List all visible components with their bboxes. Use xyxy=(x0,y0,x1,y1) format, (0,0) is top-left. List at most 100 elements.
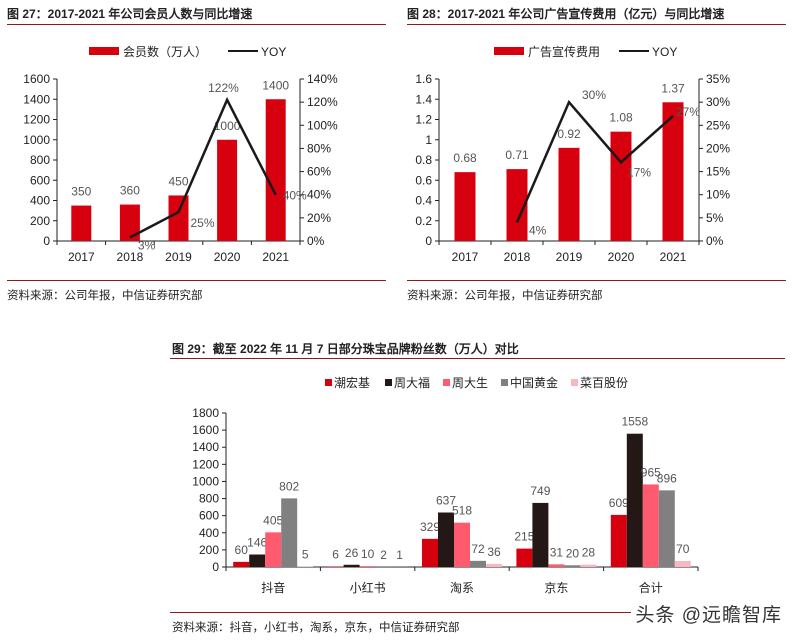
left-tick-label: 0 xyxy=(425,234,432,248)
bar xyxy=(506,169,528,241)
bar xyxy=(454,522,470,567)
legend-label: 菜百股份 xyxy=(580,376,628,390)
bar xyxy=(359,566,376,567)
x-category-label: 2018 xyxy=(117,250,144,264)
bar-value-label: 350 xyxy=(71,185,91,199)
y-tick-label: 200 xyxy=(199,543,219,557)
right-tick-label: 20% xyxy=(706,141,730,155)
right-tick-label: 25% xyxy=(706,118,730,132)
left-tick-label: 1600 xyxy=(23,72,50,86)
left-tick-label: 0.8 xyxy=(415,153,432,167)
bar xyxy=(674,561,691,567)
legend-line-label: YOY xyxy=(261,45,286,59)
legend-line-label: YOY xyxy=(652,45,677,59)
bar-value-label: 36 xyxy=(487,545,501,559)
bar xyxy=(516,548,533,567)
bar-value-label: 329 xyxy=(420,520,440,534)
left-tick-label: 1000 xyxy=(23,133,50,147)
bar-value-label: 802 xyxy=(279,479,299,493)
bar xyxy=(249,554,266,567)
bar-value-label: 1 xyxy=(396,548,403,562)
legend-swatch xyxy=(385,379,392,386)
x-category-label: 2021 xyxy=(262,250,289,264)
bar-value-label: 6 xyxy=(332,547,339,561)
bar-value-label: 60 xyxy=(235,543,249,557)
yoy-value-label: 17% xyxy=(627,165,651,179)
x-category-label: 小红书 xyxy=(350,580,386,595)
legend-bar-swatch xyxy=(494,47,524,55)
bar xyxy=(486,563,502,567)
bar xyxy=(422,538,438,567)
x-category-label: 2020 xyxy=(608,250,635,264)
figure-27-bottom-rule xyxy=(7,280,386,281)
bar xyxy=(610,131,632,241)
bar-value-label: 20 xyxy=(566,546,580,560)
bar xyxy=(265,99,286,241)
left-tick-label: 1 xyxy=(425,133,432,147)
legend-label: 周大生 xyxy=(452,376,488,390)
figure-27-top-rule xyxy=(7,24,386,25)
right-tick-label: 80% xyxy=(307,141,331,155)
right-tick-label: 140% xyxy=(307,72,338,86)
x-category-label: 京东 xyxy=(544,581,568,595)
bar xyxy=(642,484,659,567)
bar-value-label: 749 xyxy=(530,484,550,498)
bar xyxy=(454,172,476,241)
yoy-value-label: 40% xyxy=(283,189,307,203)
bar xyxy=(658,490,675,567)
bar-value-label: 609 xyxy=(609,496,629,510)
x-category-label: 淘系 xyxy=(450,581,474,595)
y-tick-label: 1600 xyxy=(192,423,219,437)
bar-value-label: 1400 xyxy=(262,78,289,92)
bar-value-label: 0.68 xyxy=(453,151,477,165)
left-tick-label: 1.2 xyxy=(415,113,432,127)
bar-value-label: 1558 xyxy=(621,415,648,429)
yoy-line xyxy=(515,99,674,223)
yoy-value-label: 30% xyxy=(582,88,606,102)
figure-28-chart: 广告宣传费用 YOY 0 0.2 0.4 0.6 0.8 1 1.2 1.4 1.6 0% 5% 10% 1… xyxy=(415,44,730,264)
bar-value-label: 896 xyxy=(657,471,677,485)
bar-value-label: 31 xyxy=(550,545,564,559)
bar-value-label: 72 xyxy=(471,542,485,556)
legend-swatch xyxy=(501,379,508,386)
left-tick-label: 0.6 xyxy=(415,173,432,187)
bar xyxy=(532,502,549,567)
bar-value-label: 26 xyxy=(345,546,359,560)
bar xyxy=(343,564,360,567)
bar-value-label: 0.71 xyxy=(505,148,529,162)
left-tick-label: 0.4 xyxy=(415,194,432,208)
right-tick-label: 35% xyxy=(706,72,730,86)
legend-label: 中国黄金 xyxy=(510,375,558,390)
x-category-label: 合计 xyxy=(639,580,663,595)
figure-29-title: 图 29：截至 2022 年 11 月 7 日部分珠宝品牌粉丝数（万人）对比 xyxy=(172,342,519,356)
y-tick-label: 400 xyxy=(199,526,219,540)
right-tick-label: 15% xyxy=(706,165,730,179)
legend-bar-label: 会员数（万人） xyxy=(123,44,207,59)
bar xyxy=(662,102,684,241)
figure-29-chart: 潮宏基 周大福 周大生 中国黄金 菜百股份02004006008001000120014… xyxy=(192,375,699,595)
bar-value-label: 70 xyxy=(676,542,690,556)
bar-value-label: 450 xyxy=(168,174,188,188)
x-category-label: 2021 xyxy=(660,250,687,264)
left-tick-label: 1400 xyxy=(23,92,50,106)
y-tick-label: 1000 xyxy=(192,474,219,488)
bar-value-label: 965 xyxy=(641,465,661,479)
bar-value-label: 360 xyxy=(120,184,140,198)
y-tick-label: 600 xyxy=(199,509,219,523)
left-tick-label: 1.6 xyxy=(415,72,432,86)
x-category-label: 2018 xyxy=(504,250,531,264)
bar-value-label: 1.08 xyxy=(609,111,633,125)
bar-value-label: 10 xyxy=(361,547,375,561)
x-category-label: 2017 xyxy=(452,250,479,264)
figure-29-top-rule xyxy=(170,358,785,359)
bar xyxy=(626,433,643,567)
right-tick-label: 20% xyxy=(307,211,331,225)
legend-bar-label: 广告宣传费用 xyxy=(528,44,600,59)
yoy-value-label: 122% xyxy=(208,81,239,95)
figure-27-title: 图 27：2017-2021 年公司会员人数与同比增速 xyxy=(7,7,253,21)
bar-value-label: 518 xyxy=(452,504,472,518)
bar-value-label: 5 xyxy=(302,548,309,562)
figure-28-title: 图 28：2017-2021 年公司广告宣传费用（亿元）与同比增速 xyxy=(407,7,725,21)
bar-value-label: 215 xyxy=(514,530,534,544)
bar xyxy=(168,195,189,241)
